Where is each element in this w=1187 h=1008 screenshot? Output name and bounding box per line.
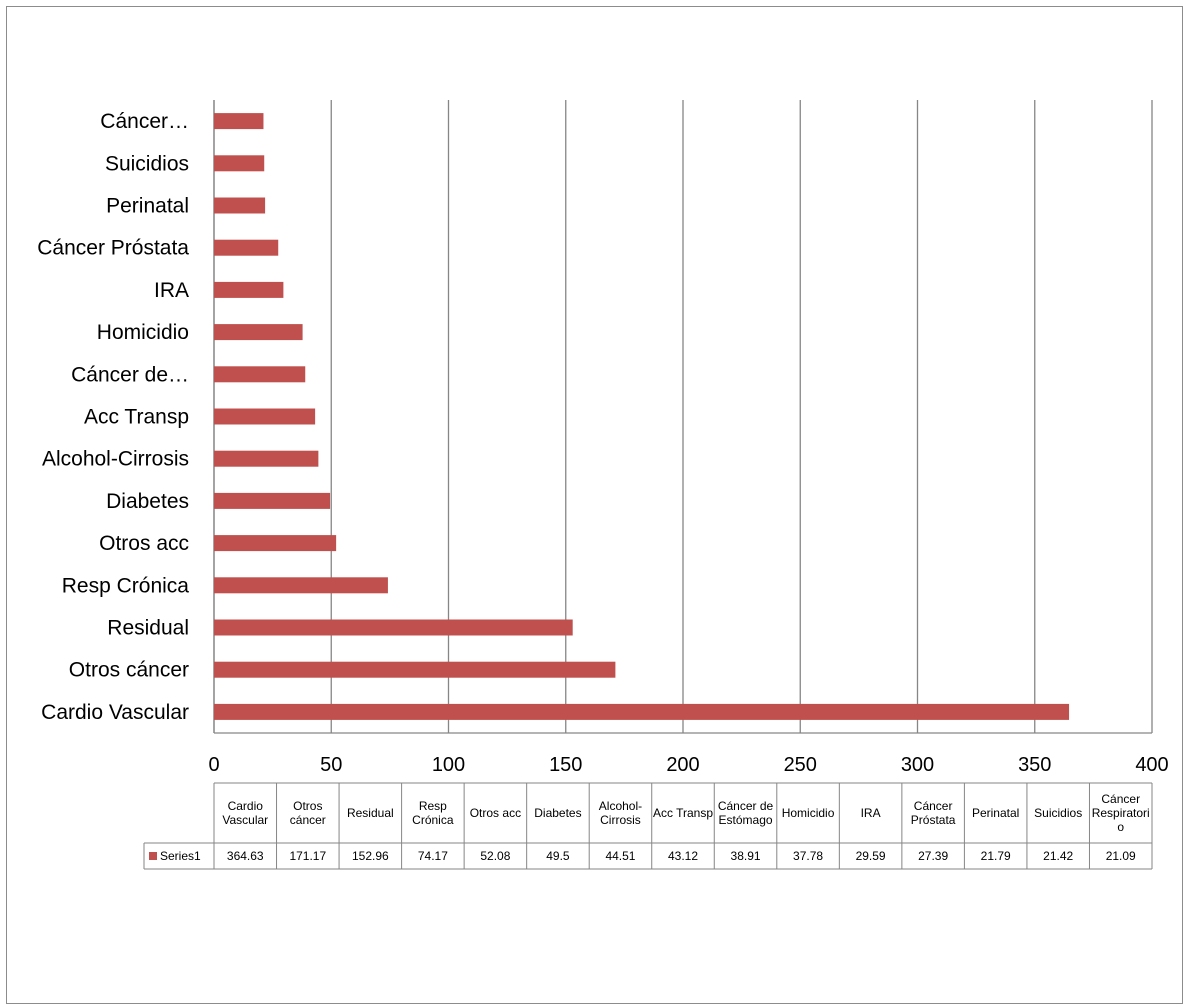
bar-10 — [214, 281, 284, 298]
table-header-11: Cáncer Próstata — [911, 799, 956, 827]
category-label-10: IRA — [154, 279, 189, 302]
table-value-9: 37.78 — [793, 849, 823, 863]
bar-6 — [214, 450, 319, 467]
category-label-7: Acc Transp — [84, 406, 189, 429]
bar-7 — [214, 408, 316, 425]
category-label-14: Cáncer… — [100, 110, 189, 133]
table-header-9: Homicidio — [782, 806, 835, 820]
x-tick-300: 300 — [901, 754, 934, 776]
table-value-3: 74.17 — [418, 849, 448, 863]
table-value-0: 364.63 — [227, 849, 264, 863]
category-label-11: Cáncer Próstata — [37, 237, 189, 260]
x-tick-350: 350 — [1018, 754, 1051, 776]
table-header-4: Otros acc — [470, 806, 521, 820]
bar-14 — [214, 113, 264, 130]
table-header-8: Cáncer de Estómago — [718, 799, 774, 827]
table-value-12: 21.79 — [981, 849, 1011, 863]
grid-lines — [213, 100, 1153, 734]
bar-8 — [214, 366, 306, 383]
x-tick-100: 100 — [432, 754, 465, 776]
table-header-13: Suicidios — [1034, 806, 1082, 820]
table-value-13: 21.42 — [1043, 849, 1073, 863]
category-label-6: Alcohol-Cirrosis — [42, 448, 189, 471]
table-value-4: 52.08 — [480, 849, 510, 863]
table-header-0: Cardio Vascular — [222, 799, 268, 827]
category-label-1: Otros cáncer — [69, 659, 189, 682]
category-label-3: Resp Crónica — [62, 574, 190, 597]
x-tick-400: 400 — [1135, 754, 1168, 776]
data-table: Cardio Vascular Otros cáncer Residual Resp Cró… — [143, 782, 1153, 870]
table-header-7: Acc Transp — [653, 806, 713, 820]
table-value-2: 152.96 — [352, 849, 389, 863]
table-header-2: Residual — [347, 806, 394, 820]
bar-5 — [214, 492, 331, 509]
table-value-6: 44.51 — [605, 849, 635, 863]
x-tick-250: 250 — [784, 754, 817, 776]
chart-frame — [6, 6, 1183, 1004]
category-label-9: Homicidio — [97, 321, 189, 344]
bar-1 — [214, 661, 616, 678]
table-header-10: IRA — [861, 806, 881, 820]
bars — [214, 113, 1070, 720]
bar-11 — [214, 239, 279, 256]
category-label-2: Residual — [107, 617, 189, 640]
bar-2 — [214, 619, 573, 636]
category-label-8: Cáncer de… — [71, 363, 189, 386]
legend-series-label: Series1 — [160, 849, 201, 863]
table-value-14: 21.09 — [1106, 849, 1136, 863]
category-label-0: Cardio Vascular — [41, 701, 189, 724]
bar-9 — [214, 324, 303, 341]
x-tick-0: 0 — [208, 754, 219, 776]
x-tick-50: 50 — [320, 754, 342, 776]
bar-3 — [214, 577, 388, 594]
table-header-3: Resp Crónica — [412, 799, 454, 827]
table-header-1: Otros cáncer — [290, 799, 326, 827]
table-header-5: Diabetes — [534, 806, 581, 820]
table-value-10: 29.59 — [856, 849, 886, 863]
category-label-12: Perinatal — [106, 195, 189, 218]
bar-0 — [214, 703, 1070, 720]
bar-4 — [214, 535, 337, 552]
category-label-13: Suicidios — [105, 152, 189, 175]
category-label-4: Otros acc — [99, 532, 189, 555]
table-header-12: Perinatal — [972, 806, 1019, 820]
x-tick-labels: 0 50 100 150 200 250 300 350 400 — [208, 754, 1168, 776]
table-value-8: 38.91 — [731, 849, 761, 863]
table-header-6: Alcohol-Cirrosis — [599, 799, 642, 827]
table-header-14: Cáncer Respiratori o — [1092, 792, 1150, 834]
bar-12 — [214, 197, 266, 214]
x-tick-200: 200 — [666, 754, 699, 776]
category-label-5: Diabetes — [106, 490, 189, 513]
table-value-7: 43.12 — [668, 849, 698, 863]
table-value-1: 171.17 — [289, 849, 326, 863]
table-value-5: 49.5 — [546, 849, 570, 863]
x-tick-150: 150 — [549, 754, 582, 776]
legend-swatch — [149, 852, 157, 860]
table-value-11: 27.39 — [918, 849, 948, 863]
bar-13 — [214, 155, 265, 172]
category-labels: Cardio Vascular Otros cáncer Residual Resp … — [37, 110, 189, 724]
